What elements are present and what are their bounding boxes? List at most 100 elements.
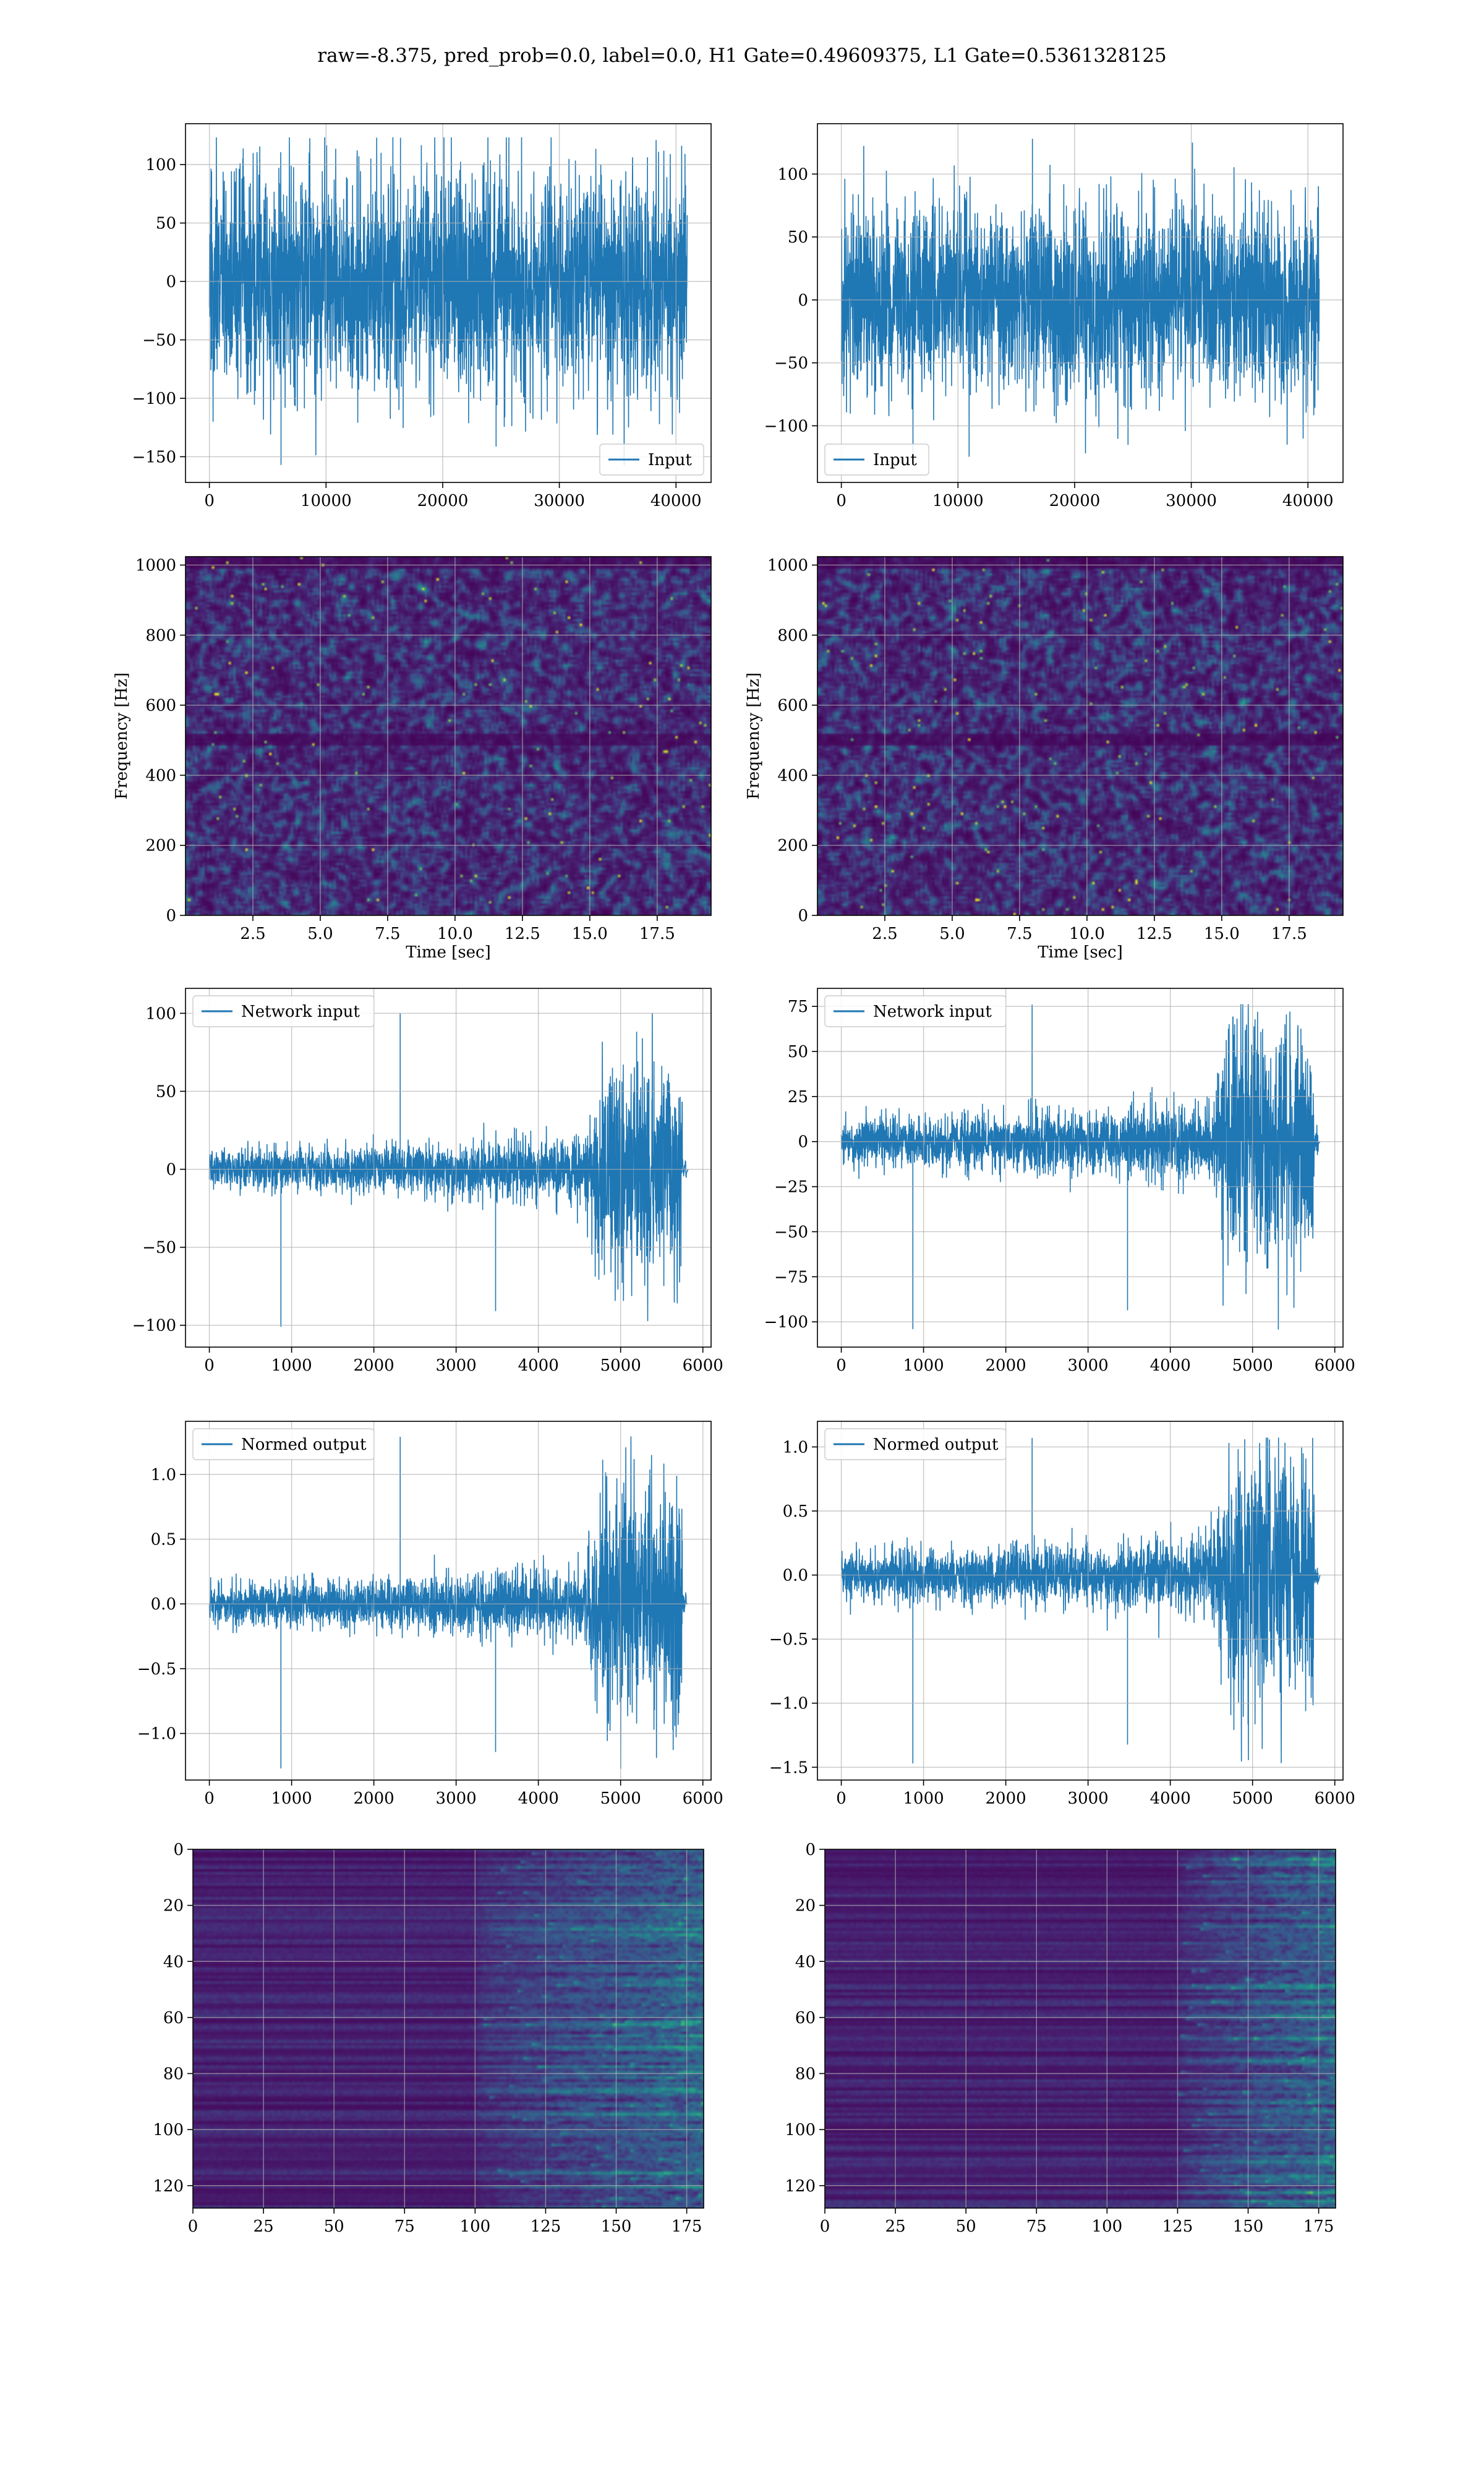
h1-feature-map-xtick-label-2: 50 <box>324 2217 344 2236</box>
l1-normed-output-xtick-label-5: 5000 <box>1232 1789 1273 1808</box>
l1-normed-output-xtick-label-1: 1000 <box>903 1789 944 1808</box>
h1-normed-output-xtick-label-6: 6000 <box>683 1789 723 1808</box>
h1-normed-output-axes-frame <box>185 1421 712 1781</box>
h1-network-input-chart: 0 1000 2000 3000 4000 5000 6000 −100 −50 0 50 100 Ne… <box>132 988 723 1375</box>
l1-normed-output-xtick-label-6: 6000 <box>1315 1789 1355 1808</box>
l1-input-plot-area <box>817 124 1343 482</box>
l1-feature-map-ytick-label-5: 100 <box>785 2121 816 2139</box>
l1-normed-output-ytick-label-2: −0.5 <box>769 1630 808 1649</box>
l1-input-xtick-label-1: 10000 <box>932 492 984 510</box>
h1-spectrogram-ytick-label-5: 1000 <box>135 557 176 575</box>
h1-feature-map-ytick-label-2: 40 <box>163 1953 184 1971</box>
h1-normed-output-chart: 0 1000 2000 3000 4000 5000 6000 −1.0 −0.5 0.0 0.5 1… <box>137 1421 723 1808</box>
l1-network-input-xtick-label-3: 3000 <box>1068 1356 1109 1375</box>
l1-spectrogram-heatmap-image <box>817 557 1343 915</box>
h1-input-xtick-label-2: 20000 <box>417 492 469 510</box>
h1-normed-output-legend: Normed output <box>192 1428 375 1460</box>
l1-network-input-ytick-label-0: −100 <box>764 1313 808 1332</box>
l1-input-legend: Input <box>824 443 929 476</box>
l1-feature-map-ytick-label-1: 20 <box>795 1897 816 1915</box>
l1-normed-output-xtick-label-0: 0 <box>836 1789 846 1808</box>
l1-network-input-legend-box <box>824 995 1007 1027</box>
h1-input-ytick-label-4: 50 <box>156 215 176 233</box>
h1-network-input-xtick-label-1: 1000 <box>271 1356 312 1375</box>
l1-input-ytick-label-2: 0 <box>798 291 808 310</box>
l1-normed-output-plot-area <box>817 1421 1343 1780</box>
l1-network-input-ytick-label-5: 25 <box>788 1088 808 1106</box>
h1-network-input-ytick-label-1: −50 <box>142 1239 176 1257</box>
h1-network-input-xtick-label-0: 0 <box>204 1356 215 1375</box>
h1-input-legend-box <box>599 443 704 476</box>
l1-normed-output-axes-frame <box>817 1421 1344 1781</box>
h1-network-input-ytick-label-0: −100 <box>132 1317 176 1335</box>
l1-spectrogram-ytick-label-3: 600 <box>777 696 808 715</box>
h1-input-chart: 0 10000 20000 30000 40000 −150 −100 −50 0 50 100 In… <box>132 123 712 510</box>
h1-network-input-ytick-label-3: 50 <box>156 1082 176 1101</box>
h1-network-input-xtick-label-3: 3000 <box>436 1356 477 1375</box>
l1-input-xtick-label-2: 20000 <box>1049 492 1101 510</box>
h1-feature-map-xtick-label-1: 25 <box>254 2217 274 2236</box>
l1-spectrogram-ytick-label-2: 400 <box>777 766 808 785</box>
h1-feature-map-plot-area <box>193 1849 704 2208</box>
l1-input-axes-frame <box>817 123 1344 483</box>
l1-spectrogram-ytick-label-4: 800 <box>777 627 808 645</box>
l1-spectrogram-xtick-label-3: 10.0 <box>1069 925 1105 943</box>
h1-network-input-plot-area <box>186 988 711 1347</box>
l1-feature-map-heatmap-image <box>825 1849 1336 2208</box>
h1-spectrogram-ytick-label-1: 200 <box>145 837 176 855</box>
l1-input-ytick-label-0: −100 <box>764 417 808 435</box>
h1-feature-map-xtick-label-6: 150 <box>601 2217 632 2236</box>
h1-normed-output-legend-box <box>192 1428 375 1460</box>
h1-feature-map-axes-frame <box>192 1849 704 2209</box>
h1-network-input-xtick-label-6: 6000 <box>683 1356 723 1375</box>
h1-spectrogram-xtick-label-6: 17.5 <box>639 925 675 943</box>
h1-spectrogram-xlabel: Time [sec] <box>406 943 491 962</box>
l1-feature-map-xtick-label-0: 0 <box>820 2217 830 2236</box>
h1-feature-map-xtick-label-5: 125 <box>531 2217 561 2236</box>
h1-network-input-xtick-label-5: 5000 <box>600 1356 641 1375</box>
l1-normed-output-ytick-label-5: 1.0 <box>783 1438 808 1457</box>
h1-feature-map-ytick-label-3: 60 <box>163 2009 184 2027</box>
h1-spectrogram-chart: 2.5 5.0 7.5 10.0 12.5 15.0 17.5 0 200 400 600 800 10… <box>113 556 712 962</box>
l1-input-xtick-label-4: 40000 <box>1282 492 1334 510</box>
l1-spectrogram-xtick-label-0: 2.5 <box>872 925 897 943</box>
h1-normed-output-ytick-label-0: −1.0 <box>137 1725 176 1744</box>
l1-input-ytick-label-3: 50 <box>788 228 808 247</box>
l1-spectrogram-xtick-label-2: 7.5 <box>1007 925 1032 943</box>
l1-feature-map-xtick-label-4: 100 <box>1092 2217 1123 2236</box>
l1-normed-output-ytick-label-0: −1.5 <box>769 1758 808 1777</box>
l1-feature-map-xtick-label-7: 175 <box>1303 2217 1334 2236</box>
l1-input-xtick-label-3: 30000 <box>1166 492 1217 510</box>
h1-spectrogram-ytick-label-4: 800 <box>145 627 176 645</box>
l1-normed-output-legend-label: Normed output <box>873 1436 999 1454</box>
h1-network-input-legend-box <box>192 995 375 1027</box>
l1-feature-map-xtick-label-3: 75 <box>1026 2217 1047 2236</box>
h1-spectrogram-xtick-label-4: 12.5 <box>505 925 540 943</box>
l1-spectrogram-xlabel: Time [sec] <box>1038 943 1123 962</box>
l1-feature-map-ytick-label-6: 120 <box>785 2177 816 2196</box>
l1-normed-output-chart: 0 1000 2000 3000 4000 5000 6000 −1.5 −1.0 −0.5 0.0… <box>769 1421 1355 1808</box>
h1-feature-map-ytick-label-4: 80 <box>163 2065 184 2084</box>
l1-feature-map-ytick-label-0: 0 <box>805 1841 816 1859</box>
h1-network-input-legend-label: Network input <box>241 1003 360 1021</box>
l1-normed-output-xtick-label-2: 2000 <box>986 1789 1026 1808</box>
h1-spectrogram-ytick-label-2: 400 <box>145 766 176 785</box>
h1-network-input-ytick-label-4: 100 <box>145 1004 176 1023</box>
l1-network-input-series-line <box>840 1004 1321 1330</box>
l1-spectrogram-ytick-label-1: 200 <box>777 837 808 855</box>
l1-input-legend-box <box>824 443 929 476</box>
h1-normed-output-xtick-label-5: 5000 <box>600 1789 641 1808</box>
h1-normed-output-xtick-label-3: 3000 <box>436 1789 477 1808</box>
l1-feature-map-ytick-label-3: 60 <box>795 2009 816 2027</box>
l1-feature-map-ytick-label-4: 80 <box>795 2065 816 2084</box>
h1-network-input-ytick-label-2: 0 <box>166 1161 176 1179</box>
h1-network-input-legend: Network input <box>192 995 375 1027</box>
l1-feature-map-xtick-label-5: 125 <box>1162 2217 1193 2236</box>
l1-feature-map-ytick-label-2: 40 <box>795 1953 816 1971</box>
h1-input-plot-area <box>186 124 711 482</box>
l1-network-input-chart: 0 1000 2000 3000 4000 5000 6000 −100 −75 −50 −25 0 2… <box>764 988 1355 1375</box>
l1-normed-output-ytick-label-3: 0.0 <box>783 1567 808 1585</box>
figure-title: raw=-8.375, pred_prob=0.0, label=0.0, H1… <box>317 45 1166 67</box>
h1-normed-output-series-line <box>208 1436 688 1769</box>
